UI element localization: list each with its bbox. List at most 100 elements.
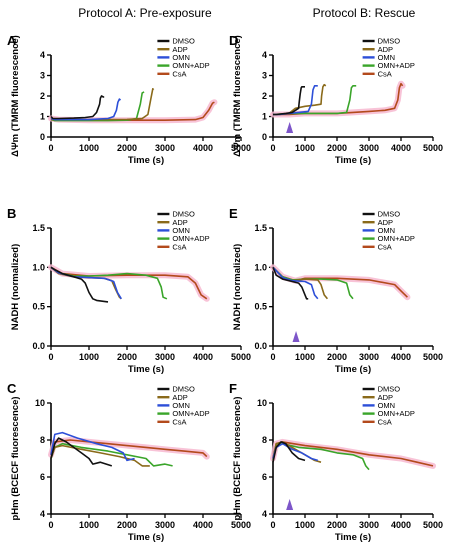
legend-label-csa: CsA [378,69,392,78]
chart-d: D 0 1000 2000 3000 4000 5000 0 1 2 3 4 Time (s) ΔΨm (… [229,33,443,166]
legend-label-omn-adp: OMN+ADP [172,409,209,418]
x-tick-label: 0 [270,520,275,530]
legend-label-dmso: DMSO [378,37,401,46]
x-tick-label: 4000 [391,352,411,362]
x-tick-label: 3000 [359,520,379,530]
y-tick-label: 1.0 [254,262,267,272]
legend-label-adp: ADP [172,45,187,54]
chart-f: F 0 1000 2000 3000 4000 5000 4 6 8 10 Time (s) pHm (… [229,381,443,543]
x-tick-label: 2000 [327,520,347,530]
legend-label-adp: ADP [172,218,187,227]
x-tick-label: 4000 [391,143,411,153]
x-tick-label: 0 [48,352,53,362]
legend-label-adp: ADP [172,393,187,402]
y-tick-label: 4 [40,509,45,519]
y-axis-label: NADH (normalized) [232,244,243,331]
y-tick-label: 1.0 [32,262,45,272]
series-halo-csa [48,264,210,302]
legend-label-omn-adp: OMN+ADP [172,61,209,70]
x-tick-label: 0 [270,143,275,153]
y-tick-label: 0.5 [254,302,267,312]
x-axis-label: Time (s) [335,532,371,543]
series-line-omn-adp [50,442,173,467]
series-line-omn-adp [272,85,357,116]
legend-label-dmso: DMSO [172,210,195,219]
x-tick-label: 0 [48,520,53,530]
legend-label-omn-adp: OMN+ADP [172,234,209,243]
x-tick-label: 3000 [155,520,175,530]
series-line-csa [50,266,208,300]
x-tick-label: 2000 [327,352,347,362]
y-axis-label: ΔΨm (TMRM fluorescence) [232,35,243,157]
y-tick-label: 1 [40,112,45,122]
chart-a: A 0 1000 2000 3000 4000 5000 0 1 2 3 4 Time (s) ΔΨm (… [7,33,251,166]
y-tick-label: 4 [40,50,45,60]
y-tick-label: 3 [40,71,45,81]
series-line-dmso [50,437,113,467]
legend-label-csa: CsA [378,417,392,426]
x-tick-label: 2000 [327,143,347,153]
y-tick-label: 2 [40,91,45,101]
legend-label-omn-adp: OMN+ADP [378,234,415,243]
y-tick-label: 10 [257,398,267,408]
y-tick-label: 1 [262,112,267,122]
x-tick-label: 0 [48,143,53,153]
y-tick-label: 10 [35,398,45,408]
x-axis-label: Time (s) [335,155,371,166]
y-tick-label: 8 [40,435,45,445]
y-tick-label: 1.5 [32,223,45,233]
column-title-protocol-b: Protocol B: Rescue [313,6,416,20]
legend-label-csa: CsA [172,69,186,78]
chart-b: B 0 1000 2000 3000 4000 5000 0.0 0.5 1.0 1.5 Time (… [7,206,251,375]
legend-label-dmso: DMSO [172,385,195,394]
y-tick-label: 1.5 [254,223,267,233]
x-tick-label: 1000 [295,520,315,530]
y-axis-label: NADH (normalized) [10,244,21,331]
y-tick-label: 4 [262,509,267,519]
series-line-omn [272,266,319,300]
panel-label-e: E [229,206,238,221]
y-tick-label: 2 [262,91,267,101]
legend-label-csa: CsA [172,242,186,251]
legend-label-dmso: DMSO [378,210,401,219]
legend-label-omn-adp: OMN+ADP [378,409,415,418]
y-tick-label: 3 [262,71,267,81]
legend-label-adp: ADP [378,218,393,227]
x-tick-label: 5000 [423,143,443,153]
legend-label-omn: OMN [378,53,396,62]
x-tick-label: 2000 [117,520,137,530]
series-line-dmso [50,266,109,303]
x-tick-label: 1000 [79,520,99,530]
y-tick-label: 6 [262,472,267,482]
legend-label-omn-adp: OMN+ADP [378,61,415,70]
legend-label-csa: CsA [378,242,392,251]
x-axis-label: Time (s) [128,532,164,543]
panel-label-c: C [7,381,17,396]
y-tick-label: 0.0 [254,341,267,351]
y-tick-label: 0 [40,132,45,142]
series-line-dmso [273,86,305,116]
x-tick-label: 1000 [79,352,99,362]
x-tick-label: 4000 [193,143,213,153]
legend-label-omn: OMN [172,226,190,235]
series-line-omn-adp [272,266,354,300]
x-tick-label: 4000 [391,520,411,530]
x-tick-label: 1000 [79,143,99,153]
x-tick-label: 5000 [231,352,251,362]
series-line-dmso [272,441,306,463]
x-tick-label: 5000 [423,520,443,530]
x-axis-label: Time (s) [128,155,164,166]
series-line-adp [50,444,150,467]
legend-label-omn: OMN [378,401,396,410]
x-tick-label: 2000 [117,352,137,362]
x-tick-label: 1000 [295,143,315,153]
column-title-protocol-a: Protocol A: Pre-exposure [78,6,212,20]
x-tick-label: 3000 [155,143,175,153]
y-tick-label: 4 [262,50,267,60]
legend-label-dmso: DMSO [378,385,401,394]
series-line-adp [272,441,322,463]
x-tick-label: 0 [270,352,275,362]
